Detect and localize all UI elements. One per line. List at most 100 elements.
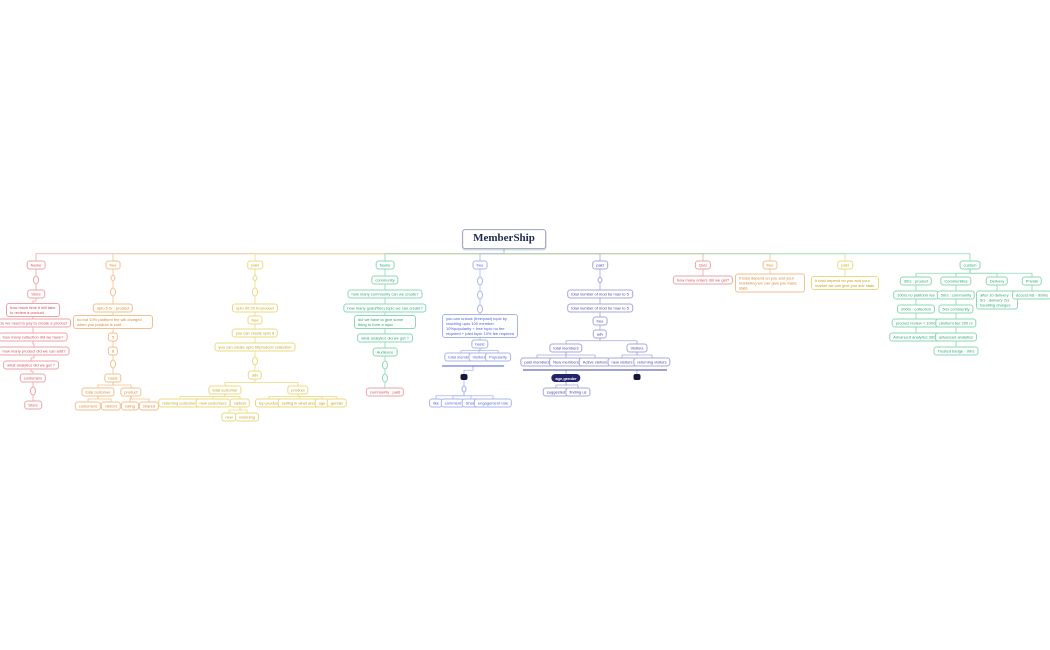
- topic-active-visitors[interactable]: Active visitors: [578, 357, 612, 367]
- topic-upto-00-20-hr-product[interactable]: upto 00:20 hr/product: [231, 303, 279, 313]
- topic-trusted-badge-99rs[interactable]: Trusted badge - 99rs: [933, 346, 979, 356]
- connector-line: [463, 392, 494, 399]
- topic-you-can-create-upto-50produc[interactable]: you can create upto 50product/ collectio…: [214, 342, 296, 352]
- topic-upto-5-hr-product[interactable]: upto 5 hr : product: [92, 303, 134, 313]
- topic-what-analytics-did-we-get[interactable]: what analytics did we get ?: [357, 333, 413, 343]
- connector-line: [463, 366, 474, 374]
- collapse-handle-icon[interactable]: [252, 275, 258, 281]
- topic-free[interactable]: free: [472, 260, 488, 270]
- topic-how-many-paid-free-topic-we-[interactable]: how many (paid/free) topic we can create…: [343, 303, 427, 313]
- topic-communities[interactable]: Communities: [940, 276, 972, 286]
- collapse-handle-icon[interactable]: [33, 275, 39, 285]
- topic-engagement-rate[interactable]: engagement rate: [473, 398, 513, 408]
- topic-total-members[interactable]: total members: [549, 343, 583, 353]
- topic-total-number-of-mod-be-max-t[interactable]: total number of mod be max to 5: [567, 289, 633, 299]
- topic-adv[interactable]: adv: [247, 370, 263, 380]
- collapse-handle-icon[interactable]: [477, 290, 483, 300]
- topic-membership[interactable]: MemberShip: [462, 229, 546, 249]
- collapse-handle-icon[interactable]: [30, 386, 36, 396]
- topic-returning[interactable]: returning: [235, 412, 259, 422]
- topic-product[interactable]: product: [287, 385, 309, 395]
- topic-30rs-product[interactable]: 30rs : product: [899, 276, 933, 286]
- topic-total-customer[interactable]: total customer: [81, 387, 115, 397]
- topic-store[interactable]: Store: [24, 400, 42, 410]
- topic-50rs-community[interactable]: 50rs : community: [936, 290, 976, 300]
- topic-private[interactable]: Private: [1021, 276, 1043, 286]
- topic-advanced-analytics[interactable]: advanced analytics: [934, 332, 978, 342]
- collapse-handle-icon[interactable]: [110, 275, 116, 281]
- topic-5[interactable]: 5: [107, 332, 119, 342]
- topic-product-review-100rs[interactable]: product review = 100rs: [891, 318, 941, 328]
- topic-access-list-999rs[interactable]: access list - 999rs: [1011, 290, 1050, 300]
- topic-adv[interactable]: adv: [592, 329, 608, 339]
- topic-community[interactable]: community: [371, 275, 399, 285]
- topic-how-many-collection-did-we-h[interactable]: how many collection did we have?: [0, 332, 68, 342]
- topic-total-customer[interactable]: total customer: [208, 385, 242, 395]
- topic-free[interactable]: free: [592, 316, 608, 326]
- summary-topic-dot[interactable]: [633, 374, 641, 380]
- topic-what-analytics-did-we-get[interactable]: what analytics did we get ?: [3, 360, 59, 370]
- topic-gender[interactable]: gender: [326, 398, 348, 408]
- topic-custom[interactable]: custom: [959, 260, 981, 270]
- topic-store[interactable]: Store: [27, 289, 45, 299]
- topic-name[interactable]: Name: [375, 260, 395, 270]
- collapse-handle-icon[interactable]: [252, 356, 258, 366]
- topic-it-total-depend-on-you-and-y[interactable]: it total depend on you and your market w…: [811, 276, 879, 290]
- topic-it-total-depend-on-you-and-y[interactable]: it total depend on you and your marketin…: [735, 273, 805, 293]
- topic-paid[interactable]: paid: [247, 260, 263, 270]
- topic-finding-us[interactable]: finding us: [565, 387, 591, 397]
- topic-you-can-unlock-free-paid-top[interactable]: you can unlock (free/paid) topic by reac…: [442, 314, 518, 338]
- topic-visitors[interactable]: visitors: [100, 401, 122, 411]
- topic-free[interactable]: free: [105, 260, 121, 270]
- topic-5rs-community[interactable]: 5rs/ community: [938, 304, 974, 314]
- topic-free[interactable]: free: [247, 315, 263, 325]
- topic-platform-fee-200-rs[interactable]: platform fee 200 rs: [935, 318, 977, 328]
- topic-paid[interactable]: paid: [592, 260, 608, 270]
- topic-do-we-need-to-pay-to-create-[interactable]: Do we need to pay to create a product: [0, 318, 71, 328]
- topic-visitors[interactable]: Visitors: [626, 343, 648, 353]
- topic-you-can-create-upto-8[interactable]: you can create upto 8: [231, 328, 279, 338]
- topic-8[interactable]: 8: [107, 346, 119, 356]
- topic-new-customers[interactable]: new customers: [195, 398, 231, 408]
- collapse-handle-icon[interactable]: [252, 287, 258, 297]
- collapse-handle-icon[interactable]: [382, 360, 388, 370]
- topic-name[interactable]: Name: [26, 260, 46, 270]
- topic-after-10-delivery-5rs-delive[interactable]: after 10 delivery 5rs : delivery 2rs han…: [976, 290, 1018, 310]
- collapse-handle-icon[interactable]: [110, 287, 116, 297]
- topic-shared[interactable]: shared: [138, 401, 160, 411]
- topic-200rs-collection[interactable]: 200rs : collection: [896, 304, 936, 314]
- topic-how-many-product-did-we-can-[interactable]: how many product did we can add?: [0, 346, 70, 356]
- topic-100rs-no-platform-fee[interactable]: 100rs no platform fee: [893, 290, 939, 300]
- topic-new-visitors[interactable]: new visitors: [607, 357, 637, 367]
- topic-free[interactable]: free: [762, 260, 778, 270]
- collapse-handle-icon[interactable]: [461, 385, 467, 393]
- topic-customers[interactable]: customers: [19, 373, 47, 383]
- topic-visitors[interactable]: visitors: [229, 398, 251, 408]
- topic-returning-visitors[interactable]: returning visitors: [633, 357, 671, 367]
- topic-did-we-have-to-give-some-thi[interactable]: did we have to give some thing to form a…: [354, 315, 416, 329]
- topic-how-many-community-can-we-cr[interactable]: how many community can we create?: [347, 289, 423, 299]
- topic-no-but-10-platform-fee-will-[interactable]: no but 10% platform fee will charged whe…: [73, 315, 153, 329]
- topic-community-paid[interactable]: community : paid: [365, 387, 405, 397]
- collapse-handle-icon[interactable]: [110, 359, 116, 369]
- topic-basic[interactable]: basic: [104, 373, 122, 383]
- topic-quiz[interactable]: Quiz: [694, 260, 712, 270]
- topic-basic[interactable]: basic: [471, 339, 489, 349]
- collapse-handle-icon[interactable]: [477, 276, 483, 286]
- topic-audience[interactable]: Audience: [372, 347, 398, 357]
- topic-rating[interactable]: rating: [120, 401, 140, 411]
- topic-paid[interactable]: paid: [837, 260, 853, 270]
- topic-popularity[interactable]: Popularity: [485, 352, 511, 362]
- collapse-handle-icon[interactable]: [382, 373, 388, 383]
- topic-how-much-time-it-will-take-t[interactable]: how much time it will take to review a p…: [6, 303, 60, 317]
- collapse-handle-icon[interactable]: [477, 304, 483, 314]
- topic-total-number-of-mod-be-max-t[interactable]: total number of mod be max to 5: [567, 303, 633, 313]
- summary-bracket-line: [442, 365, 504, 367]
- topic-customers[interactable]: customers: [74, 401, 102, 411]
- topic-how-many-orders-did-we-get[interactable]: how many orders did we get?: [672, 275, 734, 285]
- topic-age-gender[interactable]: age,gender: [551, 374, 581, 382]
- collapse-handle-icon[interactable]: [597, 277, 603, 283]
- topic-delivery[interactable]: Delivery: [985, 276, 1009, 286]
- summary-topic-dot[interactable]: [460, 374, 468, 380]
- topic-product[interactable]: product: [120, 387, 142, 397]
